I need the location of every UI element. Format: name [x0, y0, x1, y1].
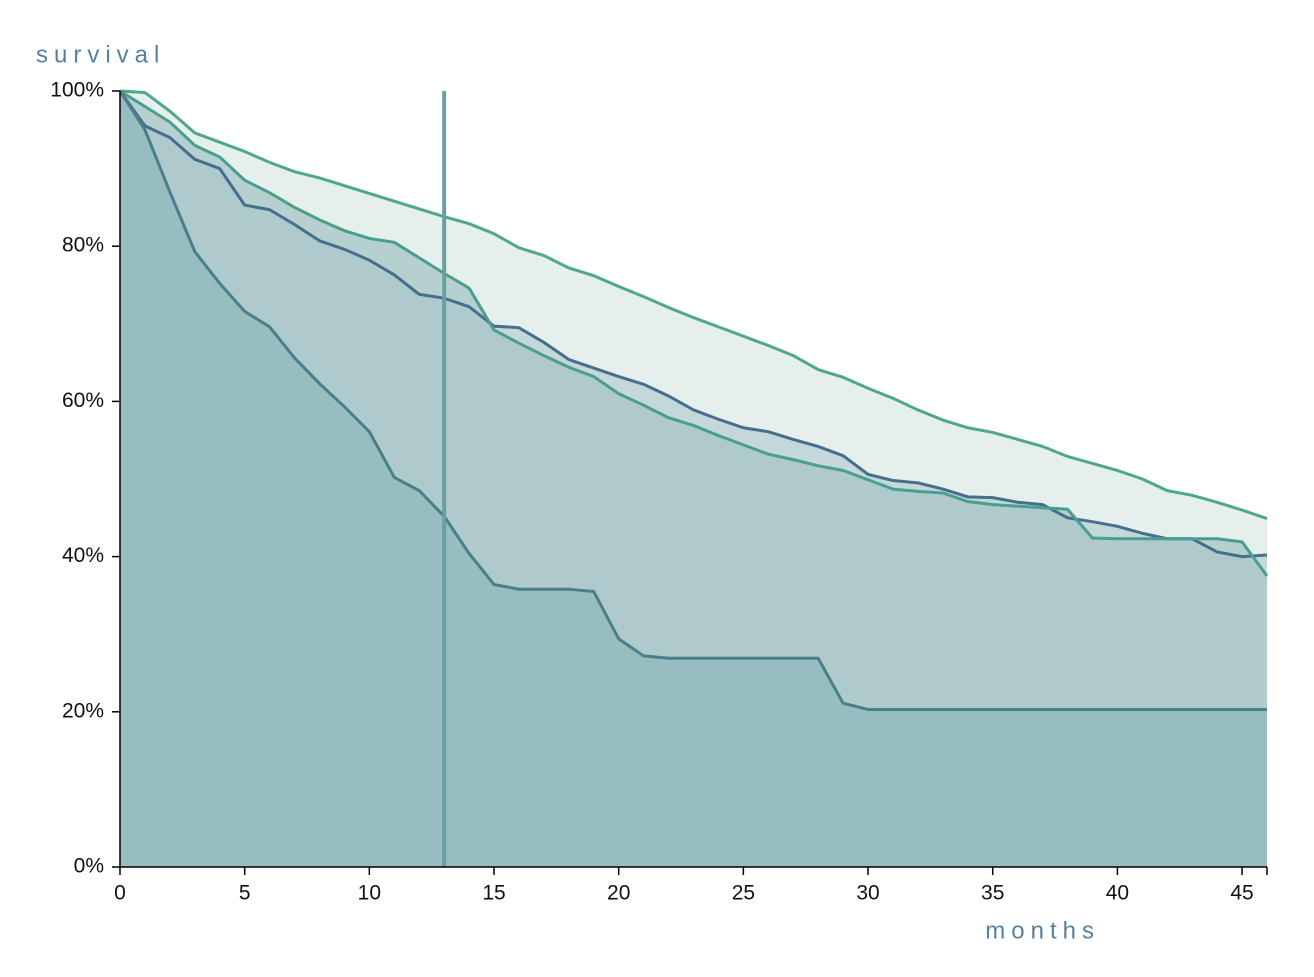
x-tick-label: 5	[239, 882, 251, 905]
x-tick-label: 15	[482, 882, 505, 905]
x-tick-label: 10	[358, 882, 381, 905]
survival-line	[119, 89, 1268, 520]
x-tick-label: 35	[981, 882, 1004, 905]
x-tick-label: 0	[114, 882, 126, 905]
x-axis-title: months	[985, 917, 1100, 944]
survival-area	[120, 91, 1267, 867]
y-tick-label: 60%	[62, 389, 104, 412]
y-tick-label: 80%	[62, 234, 104, 257]
y-tick-label: 20%	[62, 699, 104, 722]
y-axis-title: survival	[36, 41, 165, 68]
x-tick-label: 40	[1106, 882, 1129, 905]
x-tick-label: 45	[1230, 882, 1253, 905]
survival-line	[118, 90, 1267, 711]
y-tick-label: 100%	[50, 79, 104, 102]
x-tick-label: 20	[607, 882, 630, 905]
y-tick-label: 40%	[62, 544, 104, 567]
x-tick-label: 25	[732, 882, 755, 905]
y-tick-label: 0%	[74, 855, 104, 878]
survival-line	[119, 89, 1269, 577]
x-tick-label: 30	[856, 882, 879, 905]
